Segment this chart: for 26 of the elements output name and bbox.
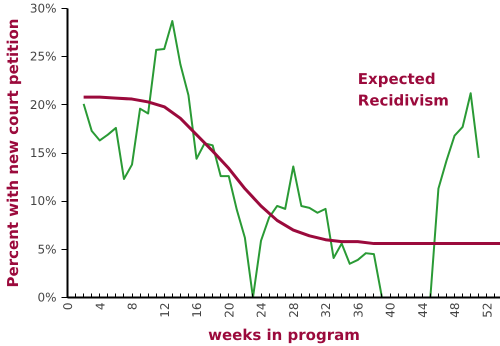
- x-tick-label: 0: [61, 302, 75, 310]
- y-tick-label: 30%: [30, 2, 56, 16]
- x-tick-label: 20: [222, 302, 236, 318]
- y-tick-label: 5%: [37, 242, 57, 256]
- y-tick-label: 15%: [30, 146, 56, 160]
- y-tick-label: 20%: [30, 98, 56, 112]
- x-tick-label: 12: [158, 302, 172, 318]
- x-tick-label: 44: [416, 302, 430, 318]
- x-axis-title: weeks in program: [208, 326, 360, 344]
- x-tick-label: 48: [448, 302, 462, 318]
- y-tick-label: 0%: [37, 290, 57, 304]
- x-tick-label: 52: [480, 302, 494, 318]
- x-tick-label: 8: [126, 302, 140, 310]
- y-axis-title: Percent with new court petition: [4, 18, 22, 288]
- x-tick-label: 28: [286, 302, 301, 318]
- x-tick-label: 16: [190, 302, 204, 318]
- y-tick-label: 10%: [30, 194, 56, 208]
- line-series: [82, 20, 480, 298]
- x-tick-label: 36: [351, 302, 366, 318]
- y-tick-label: 25%: [30, 50, 56, 64]
- x-tick-label: 24: [254, 302, 269, 318]
- line-series: [82, 96, 500, 246]
- x-tick-label: 40: [384, 302, 398, 318]
- text: Expected Recidivism: [358, 70, 449, 110]
- x-tick-label: 4: [93, 302, 108, 310]
- x-tick-label: 32: [319, 302, 334, 318]
